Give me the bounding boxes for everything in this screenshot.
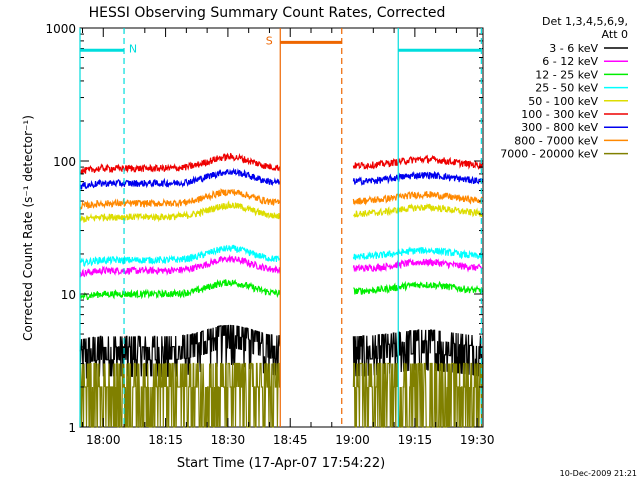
legend-header-line-1: Det 1,3,4,5,6,9, (542, 15, 628, 28)
series-6-12keV-group (79, 254, 483, 278)
mode-flags: NS (79, 28, 482, 427)
series-line (79, 362, 280, 428)
series-line (79, 200, 281, 223)
x-tick-label: 18:30 (211, 433, 246, 447)
series-25-50keV-group (79, 244, 483, 267)
legend-label: 800 - 7000 keV (514, 134, 598, 147)
flag-0: N (79, 28, 137, 427)
x-tick-label: 18:45 (273, 433, 308, 447)
x-tick-label: 18:15 (148, 433, 183, 447)
x-axis: 18:00 18:15 18:30 18:45 19:00 19:15 19:30 (81, 28, 495, 447)
x-tick-label: 19:00 (335, 433, 370, 447)
series-line (79, 152, 281, 175)
plot-area (79, 27, 484, 428)
legend-label: 6 - 12 keV (542, 55, 598, 68)
footer-timestamp: 10-Dec-2009 21:21 (560, 469, 637, 478)
series-line (352, 246, 483, 261)
series-line (352, 190, 483, 206)
flag-label: N (129, 42, 137, 55)
series-line (79, 254, 281, 278)
chart-title: HESSI Observing Summary Count Rates, Cor… (89, 5, 446, 21)
series-line (79, 188, 281, 210)
x-tick-label: 19:15 (398, 433, 433, 447)
flag-label: S (266, 34, 273, 47)
series-line (353, 203, 483, 219)
y-tick-label: 100 (53, 155, 76, 169)
series-50-100keV-group (79, 200, 483, 223)
series-line (352, 170, 483, 186)
series-line (79, 278, 281, 301)
series-line (352, 362, 483, 428)
y-tick-label: 10 (61, 288, 76, 302)
series-800-7000keV-group (79, 188, 483, 210)
legend-label: 3 - 6 keV (549, 42, 598, 55)
legend-label: 100 - 300 keV (521, 108, 598, 121)
series-300-800keV-group (79, 167, 483, 190)
legend-label: 50 - 100 keV (528, 95, 598, 108)
y-tick-label: 1000 (45, 22, 76, 36)
flag-2 (397, 28, 482, 427)
x-tick-label: 19:30 (460, 433, 495, 447)
series-line (79, 167, 281, 190)
series-100-300keV-group (79, 152, 483, 175)
legend-label: 300 - 800 keV (521, 121, 598, 134)
legend-label: 12 - 25 keV (535, 68, 598, 81)
x-tick-label: 18:00 (86, 433, 121, 447)
flag-1: S (266, 28, 343, 427)
series-line (352, 329, 483, 377)
legend-label: 25 - 50 keV (535, 82, 598, 95)
series-line (79, 244, 281, 267)
series-7000-20000keV-group (79, 362, 483, 428)
series-line (352, 257, 483, 273)
legend-header-line-2: Att 0 (602, 28, 628, 41)
y-axis-label: Corrected Count Rate (s⁻¹ detector⁻¹) (21, 115, 35, 341)
legend-label: 7000 - 20000 keV (500, 148, 598, 161)
series-12-25keV-group (79, 278, 483, 301)
y-tick-label: 1 (68, 421, 76, 435)
series-line (353, 280, 483, 295)
series-line (352, 154, 483, 171)
x-axis-label: Start Time (17-Apr-07 17:54:22) (177, 456, 385, 471)
